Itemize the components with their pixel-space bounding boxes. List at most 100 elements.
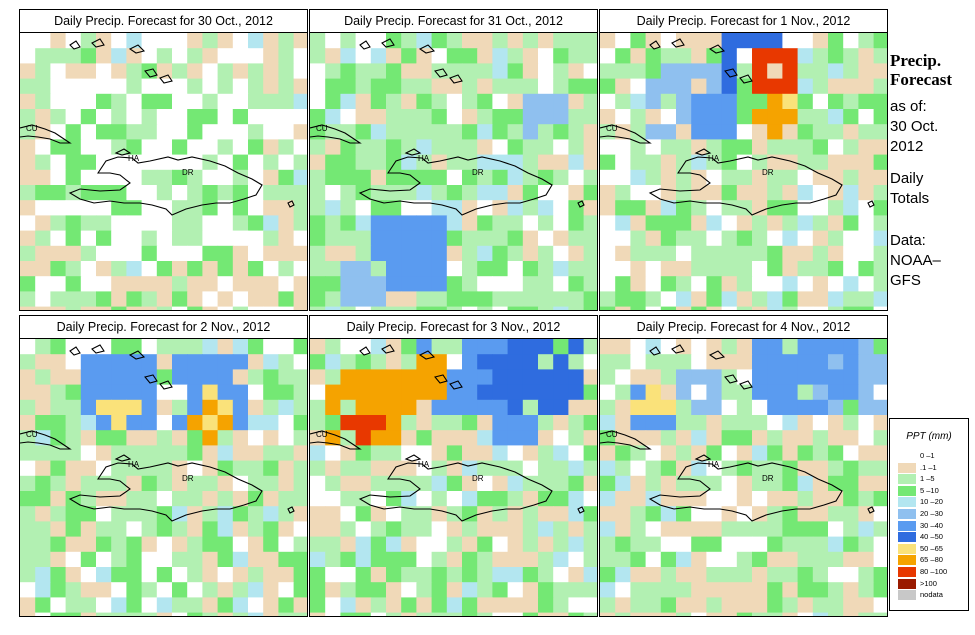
- precip-cell: [232, 582, 249, 598]
- precip-cell: [507, 215, 524, 232]
- precip-cell: [828, 139, 844, 156]
- precip-cell: [736, 445, 753, 462]
- precip-cell: [645, 475, 662, 492]
- precip-cell: [232, 399, 249, 416]
- legend-label: 50 –65: [920, 543, 943, 553]
- precip-cell: [202, 185, 219, 201]
- precip-cell: [522, 369, 539, 386]
- precip-cell: [843, 93, 859, 110]
- precip-cell: [721, 154, 738, 171]
- precip-cell: [721, 200, 738, 216]
- precip-cell: [568, 200, 585, 216]
- precip-cell: [645, 78, 662, 95]
- precip-cell: [538, 521, 554, 538]
- precip-cell: [50, 245, 67, 262]
- precip-cell: [706, 63, 723, 80]
- precip-cell: [630, 109, 647, 125]
- precip-cell: [583, 369, 597, 386]
- precip-cell: [446, 139, 463, 156]
- precip-cell: [446, 33, 463, 49]
- precip-cell: [401, 230, 417, 247]
- precip-cell: [645, 169, 662, 186]
- precip-cell: [477, 215, 493, 232]
- precip-cell: [583, 169, 597, 186]
- precip-cell: [721, 536, 738, 553]
- precip-cell: [706, 551, 723, 568]
- precip-cell: [310, 582, 326, 598]
- precip-cell: [691, 399, 707, 416]
- precip-cell: [660, 276, 677, 292]
- precip-cell: [293, 506, 307, 522]
- precip-cell: [35, 154, 51, 171]
- precip-cell: [340, 582, 357, 598]
- precip-cell: [721, 306, 738, 310]
- precip-cell: [797, 109, 814, 125]
- precip-cell: [248, 339, 264, 355]
- precip-cell: [50, 124, 67, 140]
- precip-cell: [615, 597, 631, 614]
- precip-cell: [172, 291, 188, 308]
- precip-cell: [660, 369, 677, 386]
- precip-cell: [691, 215, 707, 232]
- precip-cell: [111, 582, 127, 598]
- precip-cell: [691, 491, 707, 507]
- precip-cell: [812, 475, 829, 492]
- precip-cell: [676, 475, 692, 492]
- precip-cell: [600, 597, 616, 614]
- precip-cell: [873, 276, 887, 292]
- precip-cell: [522, 245, 539, 262]
- precip-cell: [630, 230, 647, 247]
- precip-cell: [416, 139, 433, 156]
- precip-cell: [660, 33, 677, 49]
- precip-cell: [310, 384, 326, 401]
- precip-cell: [615, 185, 631, 201]
- precip-cell: [782, 521, 799, 538]
- precip-cell: [325, 124, 341, 140]
- precip-cell: [660, 506, 677, 522]
- precip-cell: [310, 354, 326, 370]
- precip-cell: [553, 185, 569, 201]
- precip-cell: [401, 63, 417, 80]
- precip-cell: [873, 582, 887, 598]
- precip-cell: [340, 200, 357, 216]
- precip-cell: [80, 399, 97, 416]
- precip-cell: [20, 78, 36, 95]
- precip-cell: [187, 536, 203, 553]
- precip-cell: [873, 445, 887, 462]
- country-label: HA: [708, 460, 720, 469]
- precip-cell: [706, 384, 723, 401]
- precip-cell: [507, 612, 524, 616]
- precip-cell: [721, 399, 738, 416]
- precip-cell: [522, 475, 539, 492]
- precip-cell: [80, 339, 97, 355]
- precip-cell: [553, 139, 569, 156]
- precip-cell: [111, 551, 127, 568]
- precip-cell: [111, 78, 127, 95]
- precip-cell: [583, 261, 597, 277]
- precip-cell: [492, 230, 509, 247]
- precip-cell: [843, 399, 859, 416]
- precip-cell: [492, 291, 509, 308]
- precip-cell: [660, 460, 677, 477]
- precip-cell: [111, 506, 127, 522]
- precip-cell: [812, 93, 829, 110]
- precip-cell: [310, 612, 326, 616]
- precip-cell: [370, 491, 387, 507]
- precip-cell: [263, 109, 279, 125]
- precip-cell: [600, 78, 616, 95]
- precip-cell: [80, 139, 97, 156]
- precip-cell: [736, 185, 753, 201]
- precip-cell: [416, 230, 433, 247]
- coastline: [310, 124, 362, 144]
- precip-cell: [96, 200, 112, 216]
- precip-cell: [446, 276, 463, 292]
- precip-cell: [172, 185, 188, 201]
- precip-cell: [828, 200, 844, 216]
- precip-cell: [386, 415, 402, 431]
- coastline: [114, 148, 132, 156]
- precip-cell: [858, 521, 875, 538]
- precip-cell: [630, 521, 647, 538]
- precip-cell: [615, 551, 631, 568]
- precip-cell: [630, 185, 647, 201]
